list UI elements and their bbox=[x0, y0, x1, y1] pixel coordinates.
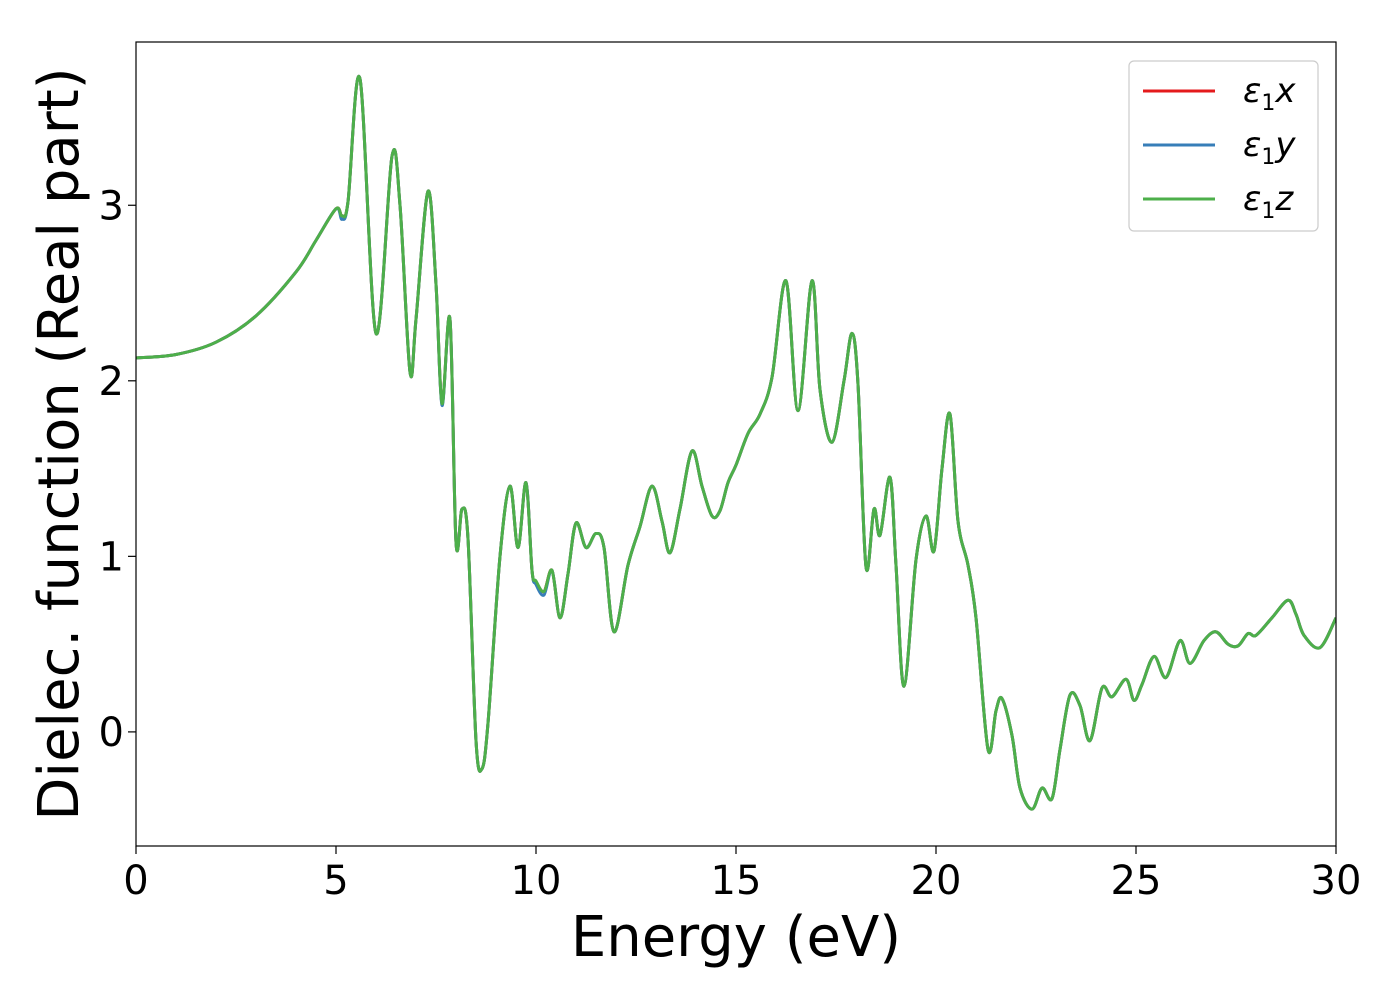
y-tick-label: 3 bbox=[99, 183, 124, 229]
legend-symbol: ε bbox=[1243, 125, 1261, 165]
legend-subscript: 1 bbox=[1261, 199, 1275, 224]
y-tick-label: 1 bbox=[99, 534, 124, 580]
y-tick-label: 0 bbox=[99, 710, 124, 756]
legend-axis: x bbox=[1274, 71, 1296, 111]
legend-subscript: 1 bbox=[1261, 145, 1275, 170]
y-axis-ticks: 0 1 2 3 bbox=[99, 183, 136, 756]
legend-axis: z bbox=[1274, 179, 1294, 219]
x-axis-ticks: 0 5 10 15 20 25 30 bbox=[123, 846, 1361, 904]
legend-symbol: ε bbox=[1243, 71, 1261, 111]
x-tick-label: 25 bbox=[1111, 858, 1162, 904]
legend-subscript: 1 bbox=[1261, 91, 1275, 116]
x-tick-label: 5 bbox=[323, 858, 348, 904]
x-tick-label: 30 bbox=[1311, 858, 1362, 904]
x-tick-label: 20 bbox=[911, 858, 962, 904]
legend-label-x: ε1x bbox=[1243, 71, 1296, 116]
legend-symbol: ε bbox=[1243, 179, 1261, 219]
series-line-z bbox=[136, 74, 1336, 811]
x-axis-title: Energy (eV) bbox=[571, 905, 901, 970]
legend-axis: y bbox=[1274, 125, 1296, 165]
legend-label-y: ε1y bbox=[1243, 125, 1296, 170]
y-tick-label: 2 bbox=[99, 359, 124, 405]
legend-box bbox=[1128, 60, 1319, 232]
series-layer bbox=[136, 74, 1336, 811]
y-axis-title: Dielec. function (Real part) bbox=[27, 67, 92, 820]
x-tick-label: 10 bbox=[511, 858, 562, 904]
x-tick-label: 15 bbox=[711, 858, 762, 904]
x-tick-label: 0 bbox=[123, 858, 148, 904]
legend-label-z: ε1z bbox=[1243, 179, 1294, 224]
